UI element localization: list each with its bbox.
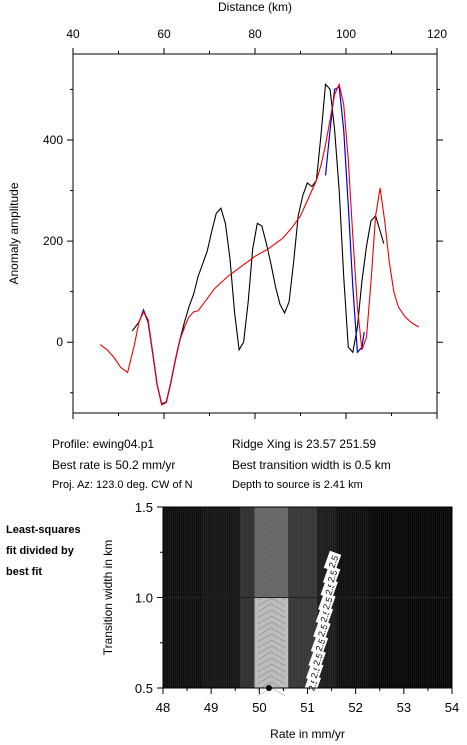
contour-label-text: 2.5 bbox=[327, 554, 341, 569]
contour-label-text: 2.5 bbox=[326, 569, 340, 584]
heatmap-chevron bbox=[257, 639, 286, 649]
side-label-line-3: best fit bbox=[6, 566, 43, 578]
contour-label-text: 2.5 bbox=[311, 652, 325, 667]
heatmap-chevron bbox=[257, 669, 286, 679]
y-tick-label: 400 bbox=[43, 133, 63, 147]
heatmap-chevron bbox=[257, 645, 286, 655]
heatmap-chevron bbox=[257, 663, 286, 673]
x-tick-label: 54 bbox=[445, 700, 459, 715]
heatmap-chevron bbox=[257, 573, 286, 583]
heatmap-chevron bbox=[257, 543, 286, 553]
heatmap-chevron bbox=[257, 549, 286, 559]
heatmap-chevron bbox=[257, 681, 286, 691]
heatmap-chevron bbox=[257, 513, 286, 523]
depth-text: Depth to source is 2.41 km bbox=[232, 479, 363, 491]
x-tick-label: 52 bbox=[348, 700, 362, 715]
y-tick-label: 0.5 bbox=[135, 681, 153, 696]
x-axis-label: Rate in mm/yr bbox=[270, 727, 345, 741]
x-tick-label: 50 bbox=[252, 700, 266, 715]
x-tick-label: 51 bbox=[300, 700, 314, 715]
misfit-chart: 2.52.52.52.52.52.52.52.52.52.548 49 50 51 52… bbox=[101, 500, 459, 741]
heatmap-chevron bbox=[257, 525, 286, 535]
heatmap-chevron bbox=[257, 627, 286, 637]
contour-label-box bbox=[322, 565, 341, 587]
ridge-xing-text: Ridge Xing is 23.57 251.59 bbox=[232, 437, 377, 451]
heatmap-chevron bbox=[257, 531, 286, 541]
x-tick-label: 48 bbox=[156, 700, 170, 715]
x-tick-label: 49 bbox=[204, 700, 218, 715]
y-tick-label: 1.0 bbox=[135, 591, 153, 606]
x-axis-label: Distance (km) bbox=[218, 0, 292, 14]
heatmap-chevron bbox=[257, 579, 286, 589]
heatmap-chevron bbox=[257, 519, 286, 529]
heatmap-chevron bbox=[257, 561, 286, 571]
x-tick-label: 40 bbox=[66, 27, 80, 41]
y-tick-label: 200 bbox=[43, 234, 63, 248]
y-tick-label: 1.5 bbox=[135, 500, 153, 515]
y-tick-label: 0 bbox=[56, 335, 63, 349]
x-tick-label: 53 bbox=[397, 700, 411, 715]
heatmap-chevron bbox=[257, 651, 286, 661]
best-rate-text: Best rate is 50.2 mm/yr bbox=[52, 458, 176, 472]
contour-label-text: 2.5 bbox=[316, 623, 330, 638]
x-tick-label: 60 bbox=[157, 27, 171, 41]
heatmap-chevron bbox=[257, 675, 286, 685]
series-line-red bbox=[99, 82, 420, 406]
series-line-blue bbox=[140, 308, 186, 406]
contour-label: 2.5 bbox=[322, 565, 341, 587]
y-axis-label: Anomaly amplitude bbox=[7, 182, 21, 284]
proj-az-text: Proj. Az: 123.0 deg. CW of N bbox=[52, 479, 193, 491]
contour-label: 2.5 bbox=[323, 550, 342, 572]
x-tick-label: 120 bbox=[427, 27, 447, 41]
contour-label-text: 2.5 bbox=[314, 637, 328, 652]
heatmap-chevron bbox=[257, 621, 286, 631]
heatmap-chevron bbox=[257, 615, 286, 625]
side-label-line-1: Least-squares bbox=[6, 524, 81, 536]
contour-label: 2.5 bbox=[310, 634, 329, 656]
heatmap-chevron bbox=[257, 585, 286, 595]
heatmap-chevron bbox=[257, 603, 286, 613]
heatmap-chevron bbox=[257, 609, 286, 619]
contour-label-text: 2.5 bbox=[321, 596, 335, 611]
side-label-line-2: fit divided by bbox=[6, 545, 74, 557]
profile-text: Profile: ewing04.p1 bbox=[52, 437, 155, 451]
heatmap-chevron bbox=[257, 633, 286, 643]
heatmap-bright-region bbox=[254, 597, 289, 688]
best-width-text: Best transition width is 0.5 km bbox=[232, 458, 391, 472]
contour-label-box bbox=[323, 550, 342, 572]
heatmap-chevron bbox=[257, 657, 286, 667]
profile-chart: 40 60 80 100 120 0 200 400 Distance (km) Anomaly … bbox=[7, 0, 447, 419]
heatmap-chevron bbox=[257, 555, 286, 565]
x-tick-label: 100 bbox=[336, 27, 356, 41]
x-tick-label: 80 bbox=[248, 27, 262, 41]
heatmap-chevron bbox=[257, 537, 286, 547]
y-axis-label: Transition width in km bbox=[101, 540, 115, 656]
heatmap-chevron bbox=[257, 567, 286, 577]
